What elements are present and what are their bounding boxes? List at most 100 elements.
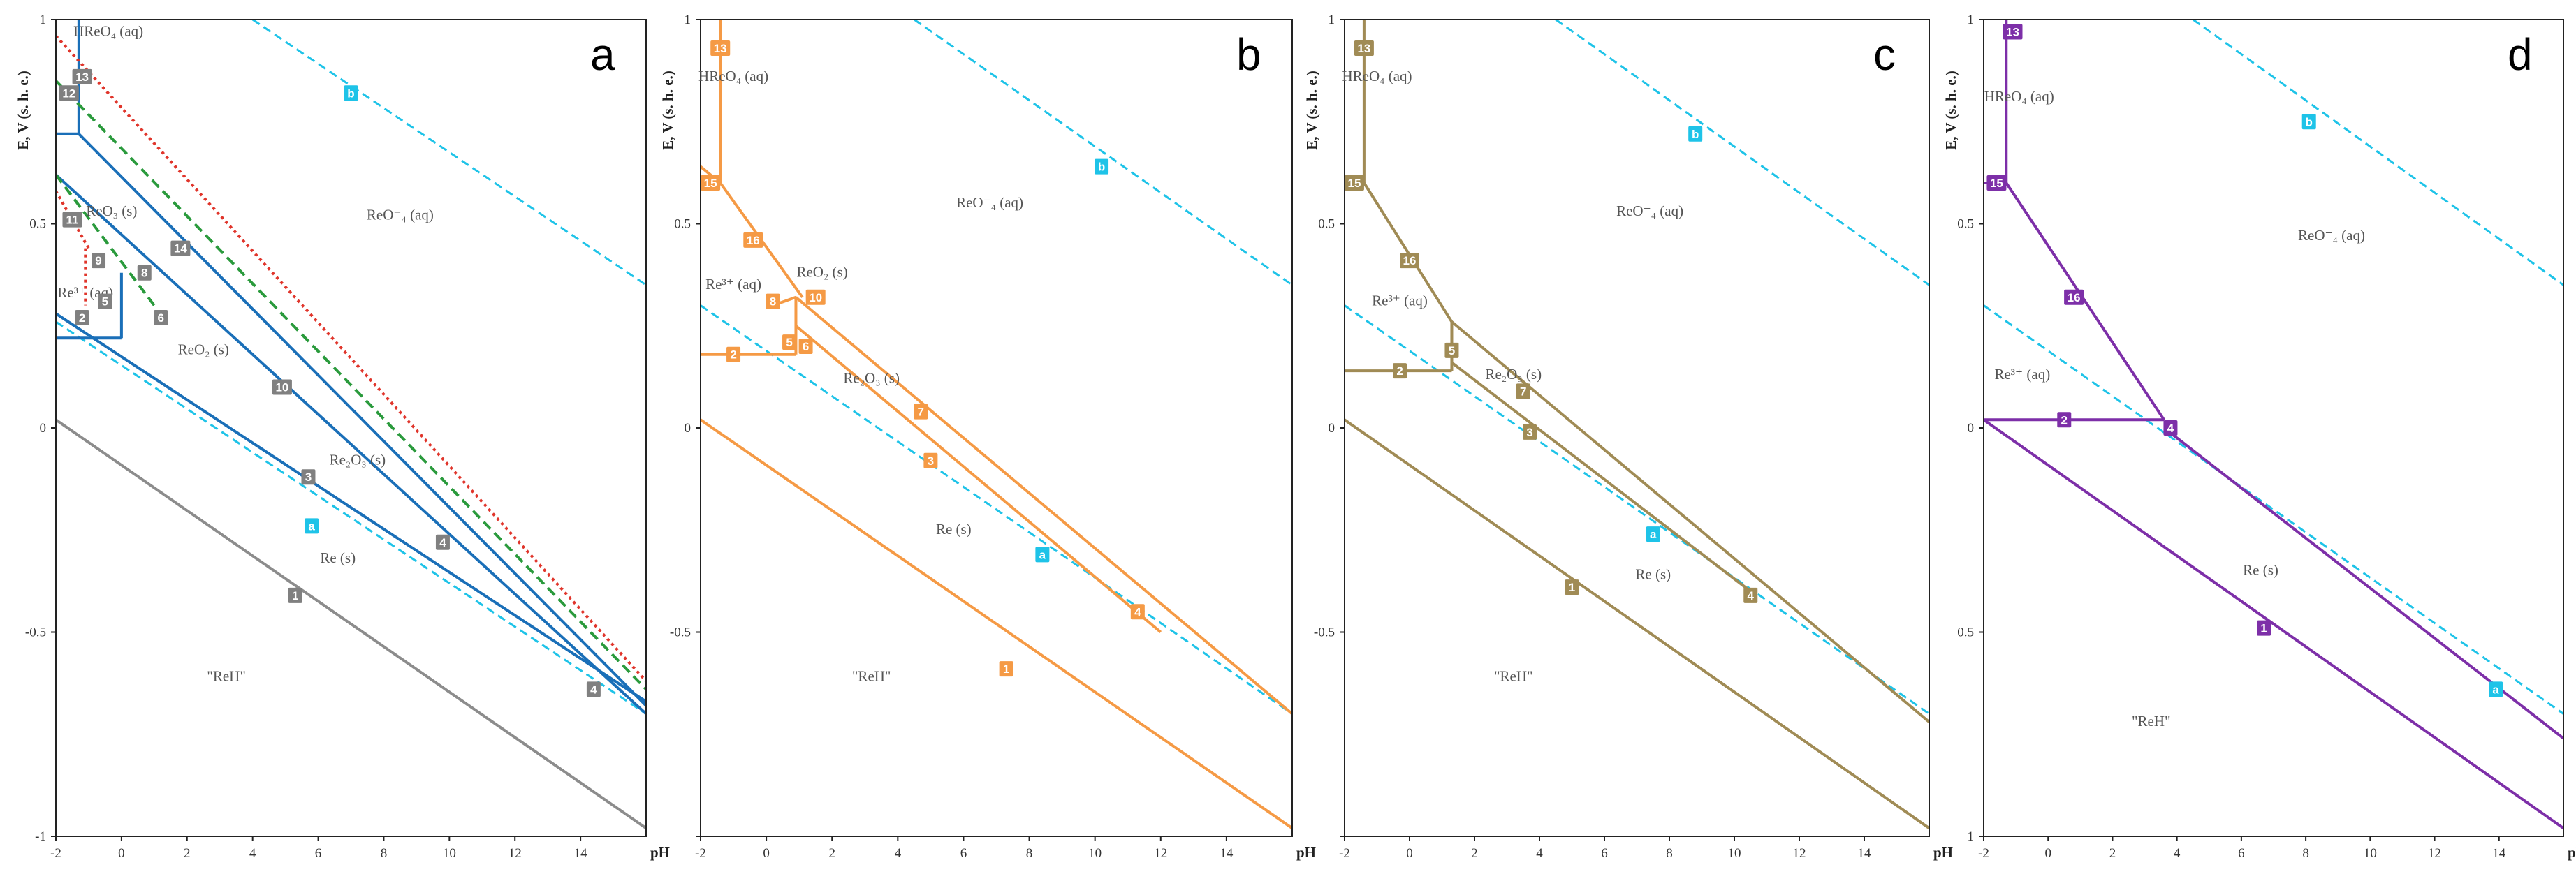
region-label: ReO⁻₄ (aq) bbox=[367, 207, 434, 223]
x-tick-label: 12 bbox=[1793, 846, 1806, 861]
line-badge: 9 bbox=[95, 254, 101, 267]
line-badge: 2 bbox=[2061, 413, 2068, 427]
x-tick-label: 8 bbox=[1666, 846, 1673, 861]
x-tick-label: -2 bbox=[50, 846, 61, 861]
x-axis-title: pH bbox=[1933, 844, 1953, 861]
y-tick-label: 0.5 bbox=[674, 217, 691, 232]
line-badge-box bbox=[1523, 424, 1537, 440]
region-label: ReO₂ (s) bbox=[796, 264, 847, 281]
region-label: Re₂O₃ (s) bbox=[843, 370, 900, 387]
water-line-b bbox=[251, 20, 646, 286]
line-badge-box bbox=[999, 661, 1013, 677]
line-badge: 4 bbox=[439, 536, 446, 549]
line-badge: 7 bbox=[1520, 385, 1526, 398]
y-axis-title: E, V (s. h. e.) bbox=[1303, 71, 1320, 150]
region-label: Re³⁺ (aq) bbox=[705, 276, 761, 293]
line-badge-box bbox=[435, 534, 450, 550]
line-badge: 13 bbox=[75, 71, 89, 84]
line-badge-box bbox=[1035, 547, 1050, 563]
x-tick-label: 2 bbox=[184, 846, 191, 861]
series-line-4-line bbox=[2162, 427, 2563, 740]
region-label: ReO⁻₄ (aq) bbox=[2298, 227, 2365, 244]
x-tick-label: 2 bbox=[2109, 846, 2116, 861]
x-tick-label: 10 bbox=[1728, 846, 1741, 861]
water-line-a bbox=[1345, 304, 1929, 715]
region-label: Re (s) bbox=[2243, 562, 2278, 579]
x-tick-label: 0 bbox=[1406, 846, 1413, 861]
plot-frame bbox=[700, 19, 1293, 837]
x-tick-label: 14 bbox=[1858, 846, 1872, 861]
region-label: "ReH" bbox=[852, 668, 891, 685]
line-badge-box bbox=[766, 293, 780, 309]
line-badge: 6 bbox=[803, 340, 809, 353]
series-line-16 bbox=[2005, 182, 2165, 421]
y-tick-label: 0 bbox=[685, 421, 691, 436]
series-line-ReO3 boundary bbox=[56, 173, 646, 715]
line-badge: 4 bbox=[1134, 605, 1141, 619]
line-badge-box bbox=[2057, 412, 2072, 428]
x-tick-label: 14 bbox=[1220, 846, 1234, 861]
line-badge: 10 bbox=[275, 381, 288, 394]
line-badge-box bbox=[726, 346, 741, 362]
line-badge-box bbox=[586, 681, 601, 697]
x-tick-label: 14 bbox=[2492, 846, 2506, 861]
line-badge: 16 bbox=[2068, 291, 2081, 304]
y-axis-title: E, V (s. h. e.) bbox=[659, 71, 676, 150]
x-tick-label: 4 bbox=[2174, 846, 2181, 861]
y-tick-label: -0.5 bbox=[670, 625, 691, 640]
x-tick-label: 14 bbox=[574, 846, 588, 861]
line-badge: 2 bbox=[730, 348, 736, 362]
x-tick-label: 0 bbox=[118, 846, 125, 861]
line-badge: 13 bbox=[1357, 42, 1370, 55]
line-badge-box bbox=[798, 339, 813, 354]
line-badge-box bbox=[72, 68, 92, 84]
series-line-1 bbox=[56, 418, 646, 829]
line-badge: 16 bbox=[747, 234, 760, 247]
line-badge-box bbox=[710, 40, 731, 56]
line-badge-box bbox=[805, 289, 826, 305]
line-badge: a bbox=[308, 519, 315, 533]
line-badge-box bbox=[1130, 604, 1145, 620]
line-badge-box bbox=[2003, 24, 2023, 40]
region-label: ReO₃ (s) bbox=[86, 202, 137, 219]
y-tick-label: 0 bbox=[40, 421, 47, 436]
x-tick-label: 2 bbox=[828, 846, 835, 861]
x-tick-label: 10 bbox=[2364, 846, 2377, 861]
line-badge: 15 bbox=[704, 177, 717, 190]
line-badge-box bbox=[1095, 158, 1109, 175]
line-badge-box bbox=[1565, 579, 1579, 595]
line-badge: 13 bbox=[2006, 26, 2019, 39]
series-line-3-line bbox=[795, 325, 1162, 634]
x-tick-label: 2 bbox=[1471, 846, 1478, 861]
panel-letter: b bbox=[1236, 29, 1261, 80]
line-badge: 3 bbox=[928, 454, 934, 468]
region-label: ReO⁻₄ (aq) bbox=[956, 194, 1023, 211]
line-badge-box bbox=[1986, 175, 2007, 191]
line-badge-box bbox=[782, 334, 797, 350]
region-label: HReO₄ (aq) bbox=[698, 68, 768, 84]
x-tick-label: -2 bbox=[695, 846, 706, 861]
series-line-16 bbox=[1363, 182, 1454, 323]
water-line-a bbox=[1984, 304, 2563, 715]
x-tick-label: -2 bbox=[1978, 846, 1989, 861]
y-axis-title: E, V (s. h. e.) bbox=[1942, 71, 1959, 150]
line-badge-box bbox=[98, 293, 112, 309]
series-line-red bbox=[56, 35, 646, 683]
line-badge: 4 bbox=[2167, 422, 2174, 435]
y-tick-label: 1 bbox=[1968, 13, 1975, 27]
x-tick-label: 6 bbox=[315, 846, 322, 861]
line-badge-box bbox=[59, 85, 79, 101]
x-tick-label: 10 bbox=[1088, 846, 1102, 861]
line-badge-box bbox=[2257, 620, 2271, 636]
line-badge: b bbox=[347, 87, 354, 100]
line-badge: 15 bbox=[1347, 177, 1361, 190]
y-tick-label: 0.5 bbox=[1957, 625, 1974, 640]
line-badge: 7 bbox=[918, 406, 924, 419]
x-tick-label: 6 bbox=[1601, 846, 1608, 861]
line-badge-box bbox=[137, 265, 152, 281]
line-badge-box bbox=[914, 404, 928, 420]
series-line-14 bbox=[78, 133, 646, 707]
line-badge-box bbox=[305, 518, 319, 534]
